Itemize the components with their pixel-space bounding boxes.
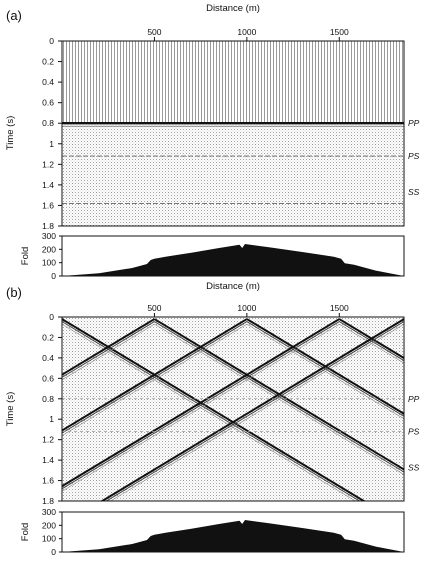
direct-wave: [100, 318, 404, 501]
fold-tick-label: 0: [51, 547, 56, 557]
y-tick-label: 1.2: [42, 159, 54, 169]
direct-wave: [339, 323, 404, 364]
fold-tick-label: 300: [42, 231, 56, 241]
fold-profile-b: [62, 520, 404, 552]
y-tick-label: 1.8: [42, 496, 54, 506]
x-ticks-b: 500 1000 1500: [147, 303, 349, 317]
direct-wave: [62, 323, 155, 381]
y-tick-label: 0.8: [42, 118, 54, 128]
phase-label-pp: PP: [408, 118, 420, 128]
y-tick-label: 0.4: [42, 77, 54, 87]
y-tick-label: 1.6: [42, 200, 54, 210]
fold-tick-label: 100: [42, 258, 56, 268]
reflections-a: [62, 122, 404, 204]
direct-wave: [246, 318, 404, 415]
direct-wave: [246, 321, 404, 417]
y-tick-label: 1.4: [42, 180, 54, 190]
direct-wave: [153, 318, 404, 471]
direct-wave: [246, 323, 404, 420]
y-tick-label: 1.6: [42, 476, 54, 486]
fold-plot-b: Fold 0 100 200 300: [20, 507, 405, 557]
fold-axis-title-a: Fold: [20, 247, 31, 265]
y-tick-label: 0.6: [42, 98, 54, 108]
phase-label-ss: SS: [408, 462, 420, 472]
direct-wave: [62, 323, 356, 501]
panel-a: (a) Distance (m) 500 1000 1500 Time (s) 00…: [5, 3, 420, 281]
y-tick-label: 0.4: [42, 353, 54, 363]
x-axis-title-a: Distance (m): [206, 3, 260, 14]
direct-waves-b: [62, 318, 404, 501]
direct-wave: [110, 323, 404, 501]
fold-ticks-b: 0 100 200 300: [42, 507, 62, 557]
direct-wave: [105, 321, 404, 501]
y-tick-label: 1: [49, 414, 54, 424]
phase-labels-b: PP PS SS: [408, 394, 420, 472]
phase-label-ss: SS: [408, 187, 420, 197]
panel-label-b: (b): [6, 285, 22, 300]
direct-wave: [154, 323, 404, 475]
y-tick-label: 0: [49, 36, 54, 46]
y-tick-label: 0.2: [42, 332, 54, 342]
fold-ticks-a: 0 100 200 300: [42, 231, 62, 281]
phase-label-ps: PS: [408, 426, 420, 436]
fold-tick-label: 200: [42, 244, 56, 254]
phase-labels-a: PP PS SS: [408, 118, 420, 197]
y-ticks-b: 0 0.2 0.4 0.6 0.8 1 1.2 1.4 1.6 1.8: [42, 312, 62, 506]
phase-label-pp: PP: [408, 394, 420, 404]
y-tick-label: 0.8: [42, 394, 54, 404]
fold-tick-label: 300: [42, 507, 56, 517]
y-tick-label: 0.6: [42, 373, 54, 383]
y-axis-title-a: Time (s): [5, 116, 16, 150]
direct-wave: [62, 321, 361, 501]
direct-wave: [339, 321, 404, 362]
seismic-section-a: [61, 40, 405, 227]
direct-wave: [62, 318, 366, 501]
y-tick-label: 1.8: [42, 221, 54, 231]
direct-wave: [62, 321, 340, 490]
direct-wave: [62, 323, 248, 436]
x-tick-label: 1500: [330, 303, 349, 313]
x-tick-label: 1000: [237, 303, 256, 313]
y-tick-label: 0.2: [42, 57, 54, 67]
fold-tick-label: 200: [42, 520, 56, 530]
panel-b: (b) Distance (m) 500 1000 1500 Time (s) 00…: [5, 281, 420, 557]
direct-wave: [62, 318, 248, 432]
direct-wave: [62, 318, 155, 376]
x-tick-label: 500: [147, 303, 161, 313]
direct-wave: [62, 318, 340, 488]
y-ticks-a: 0 0.2 0.4 0.6 0.8 1 1.2 1.4 1.6 1.8: [42, 36, 62, 231]
y-tick-label: 1: [49, 139, 54, 149]
direct-wave: [62, 323, 340, 492]
x-ticks-a: 500 1000 1500: [147, 27, 349, 41]
seismic-section-b: [61, 316, 405, 502]
direct-wave: [62, 321, 155, 378]
fold-profile-a: [62, 244, 404, 276]
x-axis-title-b: Distance (m): [206, 281, 260, 292]
fold-tick-label: 0: [51, 271, 56, 281]
direct-wave: [62, 321, 248, 434]
direct-wave: [154, 321, 404, 473]
phase-label-ps: PS: [408, 151, 420, 161]
fold-tick-label: 100: [42, 534, 56, 544]
y-tick-label: 1.2: [42, 435, 54, 445]
y-tick-label: 0: [49, 312, 54, 322]
x-tick-label: 500: [147, 27, 161, 37]
fold-plot-a: Fold 0 100 200 300: [20, 231, 405, 281]
x-tick-label: 1500: [330, 27, 349, 37]
fold-axis-title-b: Fold: [20, 523, 31, 541]
panel-label-a: (a): [6, 8, 22, 23]
direct-wave: [338, 318, 404, 360]
y-tick-label: 1.4: [42, 455, 54, 465]
y-axis-title-b: Time (s): [5, 392, 16, 426]
x-tick-label: 1000: [237, 27, 256, 37]
